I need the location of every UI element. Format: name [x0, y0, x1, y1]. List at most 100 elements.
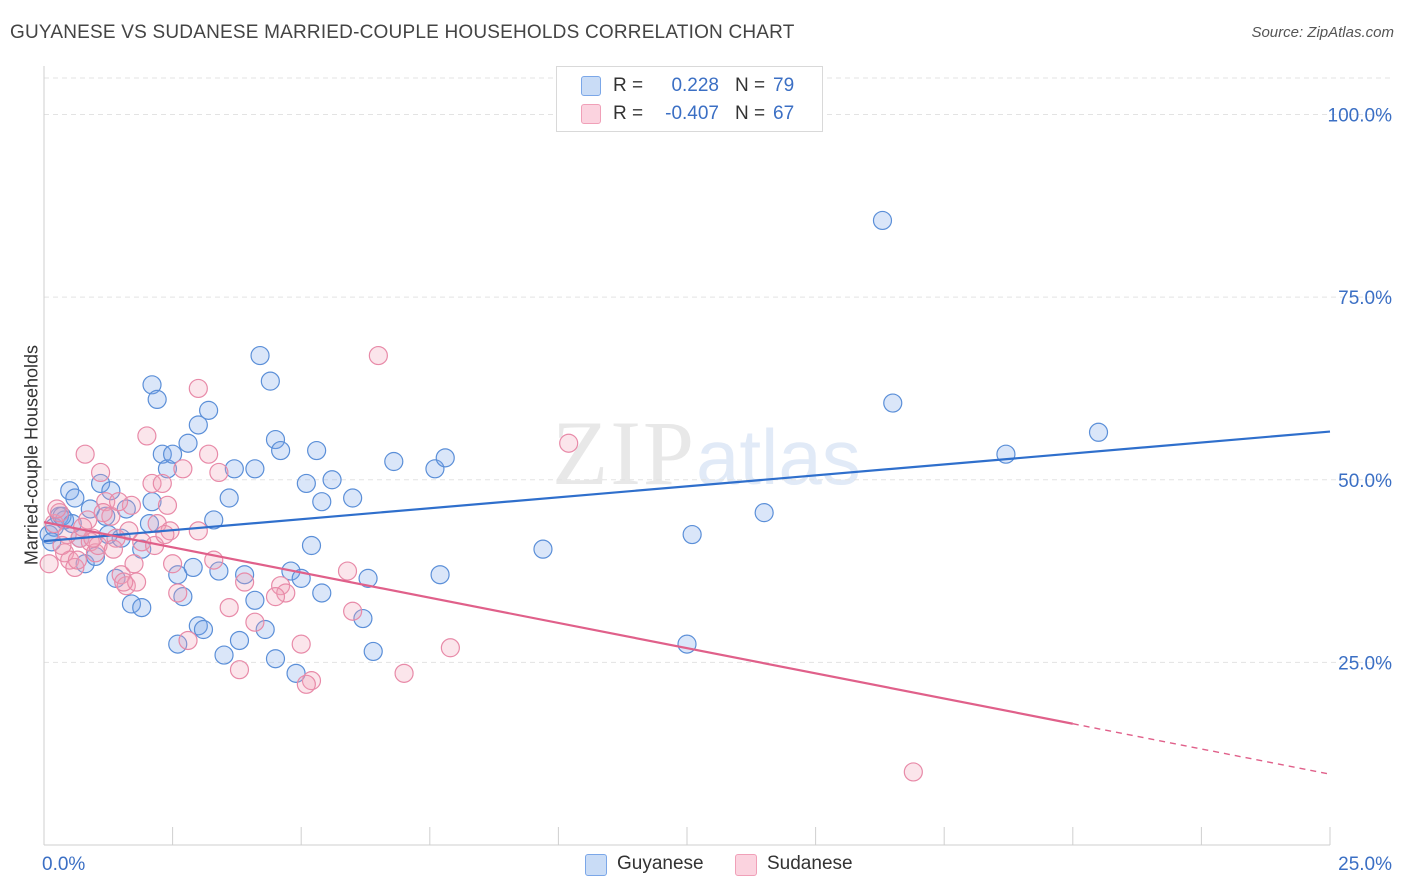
sudanese-point: [142, 473, 162, 494]
sudanese-point: [276, 583, 296, 603]
guyanese-point: [229, 630, 250, 651]
guyanese-point: [173, 587, 193, 607]
sudanese-point: [103, 539, 124, 559]
sudanese-point: [235, 572, 255, 592]
guyanese-point: [260, 371, 280, 391]
guyanese-point: [312, 583, 332, 603]
trend-lines: [43, 430, 1331, 775]
sudanese-point: [337, 561, 358, 581]
sudanese-point: [368, 345, 388, 366]
sudanese-point: [93, 503, 113, 523]
guyanese-point: [121, 594, 142, 614]
sudanese-trend-line: [43, 521, 1074, 725]
guyanese-point: [363, 641, 383, 662]
sudanese-point: [72, 517, 93, 537]
guyanese-point: [296, 473, 316, 494]
sudanese-point: [119, 521, 139, 541]
guyanese-point: [219, 488, 239, 508]
legend-label-sudanese: Sudanese: [767, 853, 853, 874]
guyanese-point: [872, 210, 893, 231]
guyanese-point: [101, 481, 121, 501]
guyanese-point: [271, 440, 291, 461]
n-label: N =: [735, 103, 766, 124]
sudanese-legend-swatch: [735, 854, 757, 876]
sudanese-swatch: [581, 104, 601, 124]
n-value: 79: [773, 75, 795, 96]
series-legend: Guyanese Sudanese: [0, 852, 1406, 878]
sudanese-point: [85, 543, 106, 563]
guyanese-point: [353, 608, 373, 629]
guyanese-point: [204, 510, 224, 530]
sudanese-point: [343, 601, 363, 621]
guyanese-point: [142, 375, 162, 395]
sudanese-point: [47, 499, 67, 519]
sudanese-point: [440, 638, 460, 658]
sudanese-point: [199, 444, 219, 464]
guyanese-point: [42, 532, 62, 552]
sudanese-point: [90, 462, 111, 483]
guyanese-point: [214, 645, 234, 665]
guyanese-point: [250, 345, 270, 366]
guyanese-point: [358, 568, 378, 588]
sudanese-point: [188, 378, 208, 399]
sudanese-point: [157, 495, 178, 515]
r-label: R =: [613, 75, 644, 96]
r-label: R =: [613, 103, 644, 124]
sudanese-point: [173, 459, 193, 479]
guyanese-point: [245, 590, 265, 610]
guyanese-point: [754, 503, 774, 523]
sudanese-point: [116, 576, 136, 596]
guyanese-point: [682, 524, 702, 545]
x-tick-label-max: 25.0%: [1338, 854, 1392, 875]
legend-row-guyanese: R = 0.228 N = 79: [557, 71, 822, 101]
sudanese-point: [168, 583, 188, 603]
n-value: 67: [773, 103, 795, 124]
guyanese-point: [152, 444, 172, 464]
x-tick-label-min: 0.0%: [42, 854, 85, 875]
y-tick-label: 25.0%: [1338, 653, 1392, 674]
sudanese-point: [245, 612, 265, 632]
guyanese-point: [168, 634, 188, 654]
sudanese-point: [114, 572, 134, 592]
sudanese-point: [75, 444, 95, 464]
guyanese-point: [245, 459, 265, 479]
guyanese-point: [322, 470, 342, 490]
guyanese-point: [301, 535, 322, 556]
guyanese-point: [265, 649, 286, 669]
guyanese-point: [255, 619, 275, 640]
guyanese-point: [116, 499, 136, 519]
n-label: N =: [735, 75, 766, 96]
sudanese-point: [559, 433, 579, 453]
sudanese-point: [67, 550, 88, 570]
guyanese-point: [307, 440, 327, 461]
guyanese-point: [435, 448, 455, 468]
sudanese-point: [155, 524, 175, 545]
guyanese-swatch: [581, 76, 601, 96]
guyanese-point: [147, 389, 167, 410]
guyanese-point: [533, 539, 553, 559]
sudanese-point: [903, 762, 923, 782]
guyanese-point: [209, 561, 229, 581]
y-tick-label: 100.0%: [1328, 106, 1393, 127]
guyanese-point: [183, 557, 203, 578]
sudanese-point: [137, 426, 157, 446]
sudanese-point: [229, 660, 250, 680]
guyanese-point: [312, 492, 332, 512]
sudanese-point: [39, 554, 59, 574]
r-value: 0.228: [671, 75, 719, 96]
guyanese-legend-swatch: [585, 854, 607, 876]
guyanese-point: [90, 473, 111, 494]
guyanese-point: [157, 459, 178, 479]
sudanese-point: [188, 521, 208, 541]
sudanese-point: [121, 495, 142, 515]
y-tick-label: 75.0%: [1338, 288, 1392, 309]
sudanese-point: [111, 565, 131, 585]
sudanese-point: [219, 597, 239, 618]
sudanese-point: [301, 671, 322, 691]
sudanese-point: [178, 630, 198, 651]
guyanese-point: [883, 393, 903, 413]
guyanese-point: [224, 459, 244, 479]
guyanese-point: [384, 451, 404, 472]
sudanese-point: [291, 634, 311, 654]
